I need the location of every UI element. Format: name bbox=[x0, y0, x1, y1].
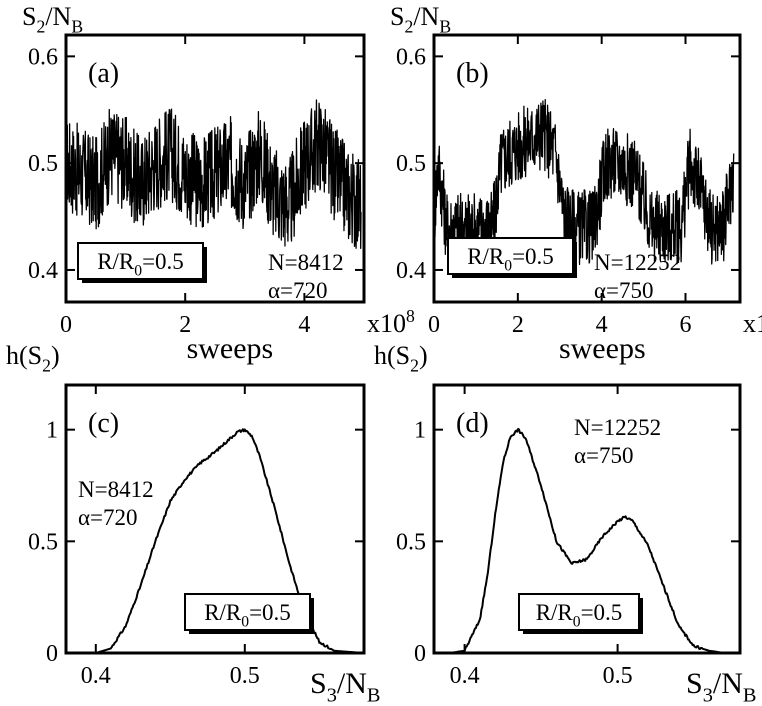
y-axis-label: S2/NB bbox=[390, 2, 451, 36]
series-line bbox=[433, 99, 735, 266]
x-axis-label: sweeps bbox=[187, 332, 274, 365]
series-line bbox=[449, 427, 725, 654]
y-tick-label: 0.5 bbox=[396, 529, 426, 555]
x-tick-label: 2 bbox=[512, 312, 524, 338]
label-box-text: R/R0=0.5 bbox=[204, 600, 291, 630]
x-axis-label: S3/NB bbox=[310, 667, 381, 706]
annotation-text: α=720 bbox=[268, 278, 328, 303]
y-tick-label: 0.5 bbox=[396, 151, 426, 177]
label-box-text: R/R0=0.5 bbox=[97, 249, 184, 279]
x-tick-label: 0 bbox=[60, 312, 72, 338]
annotation-text: N=8412 bbox=[78, 477, 154, 502]
y-axis-label: h(S2) bbox=[374, 341, 428, 375]
x-axis-label: S3/NB bbox=[686, 667, 757, 706]
y-tick-label: 0 bbox=[414, 641, 426, 667]
panel-label: (d) bbox=[456, 408, 489, 439]
panel-label: (c) bbox=[88, 408, 119, 439]
label-box bbox=[447, 237, 574, 275]
x-tick-label: 6 bbox=[680, 312, 692, 338]
panel-label: (a) bbox=[88, 58, 119, 89]
chart-panel-4 bbox=[432, 383, 742, 655]
plot-frame bbox=[64, 383, 366, 655]
y-tick-label: 0.5 bbox=[28, 529, 58, 555]
annotation-text: α=720 bbox=[78, 505, 138, 530]
x-multiplier: x108 bbox=[367, 306, 415, 338]
chart-panel-2 bbox=[432, 33, 742, 304]
chart-panel-1 bbox=[64, 33, 366, 304]
label-box-text: R/R0=0.5 bbox=[467, 244, 554, 274]
panel-label: (b) bbox=[456, 58, 489, 89]
y-tick-label: 1 bbox=[46, 418, 58, 444]
chart-panel-3 bbox=[64, 383, 366, 655]
annotation-text: α=750 bbox=[574, 443, 634, 468]
annotation-text: N=8412 bbox=[268, 250, 344, 275]
annotation-text: N=12252 bbox=[574, 415, 661, 440]
x-tick-label: 0.4 bbox=[450, 663, 480, 689]
annotation-text: α=750 bbox=[594, 278, 654, 303]
x-tick-label: 0.5 bbox=[603, 663, 633, 689]
x-tick-label: 0.5 bbox=[230, 663, 260, 689]
x-tick-label: 2 bbox=[179, 312, 191, 338]
y-axis-label: h(S2) bbox=[6, 341, 60, 375]
series-line bbox=[65, 428, 365, 654]
label-box bbox=[77, 242, 204, 280]
x-tick-label: 4 bbox=[298, 312, 310, 338]
y-tick-label: 0 bbox=[46, 641, 58, 667]
x-multiplier: x108 bbox=[743, 306, 762, 338]
x-tick-label: 0 bbox=[428, 312, 440, 338]
series-line bbox=[65, 99, 362, 250]
y-tick-label: 0.6 bbox=[28, 44, 58, 70]
y-tick-label: 0.5 bbox=[28, 151, 58, 177]
x-tick-label: 0.4 bbox=[81, 663, 111, 689]
y-tick-label: 1 bbox=[414, 418, 426, 444]
plot-frame bbox=[64, 33, 366, 304]
x-tick-label: 4 bbox=[596, 312, 608, 338]
plot-frame bbox=[432, 33, 742, 304]
y-tick-label: 0.4 bbox=[396, 258, 426, 284]
plot-frame bbox=[432, 383, 742, 655]
x-axis-label: sweeps bbox=[559, 332, 646, 365]
label-box bbox=[184, 593, 311, 631]
y-axis-label: S2/NB bbox=[22, 2, 83, 36]
label-box-text: R/R0=0.5 bbox=[536, 600, 623, 630]
label-box bbox=[518, 593, 640, 631]
y-tick-label: 0.4 bbox=[28, 258, 58, 284]
annotation-text: N=12252 bbox=[594, 250, 681, 275]
y-tick-label: 0.6 bbox=[396, 44, 426, 70]
